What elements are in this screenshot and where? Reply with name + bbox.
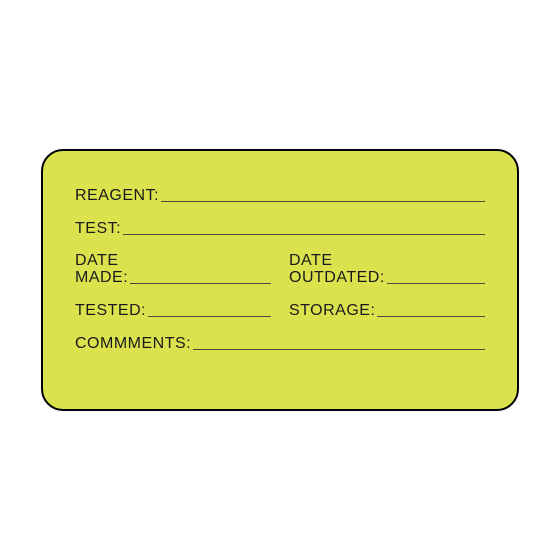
label-date-made-line2: MADE: [75,270,128,287]
field-date-outdated: DATE OUTDATED: [289,253,485,287]
label-inner: REAGENT: TEST: DATE MADE: DATE OUT [75,187,485,381]
label-date-made: DATE MADE: [75,253,128,287]
line-comments [193,349,485,350]
field-test: TEST: [75,220,485,238]
row-comments: COMMMENTS: [75,335,485,353]
reagent-label-card: REAGENT: TEST: DATE MADE: DATE OUT [41,149,519,411]
label-reagent: REAGENT: [75,187,159,205]
line-reagent [161,201,485,202]
field-comments: COMMMENTS: [75,335,485,353]
label-date-outdated: DATE OUTDATED: [289,253,385,287]
label-date-made-line1: DATE [75,253,128,270]
label-storage: STORAGE: [289,302,375,320]
line-date-made [130,283,271,284]
label-comments: COMMMENTS: [75,335,191,353]
row-tested-storage: TESTED: STORAGE: [75,302,485,320]
field-reagent: REAGENT: [75,187,485,205]
row-test: TEST: [75,220,485,238]
field-tested: TESTED: [75,302,271,320]
field-date-made: DATE MADE: [75,253,271,287]
label-date-outdated-line2: OUTDATED: [289,270,385,287]
line-tested [148,316,271,317]
line-test [123,234,485,235]
line-storage [377,316,485,317]
row-dates: DATE MADE: DATE OUTDATED: [75,253,485,287]
field-storage: STORAGE: [289,302,485,320]
label-tested: TESTED: [75,302,146,320]
label-test: TEST: [75,220,121,238]
label-date-outdated-line1: DATE [289,253,385,270]
row-reagent: REAGENT: [75,187,485,205]
line-date-outdated [387,283,485,284]
